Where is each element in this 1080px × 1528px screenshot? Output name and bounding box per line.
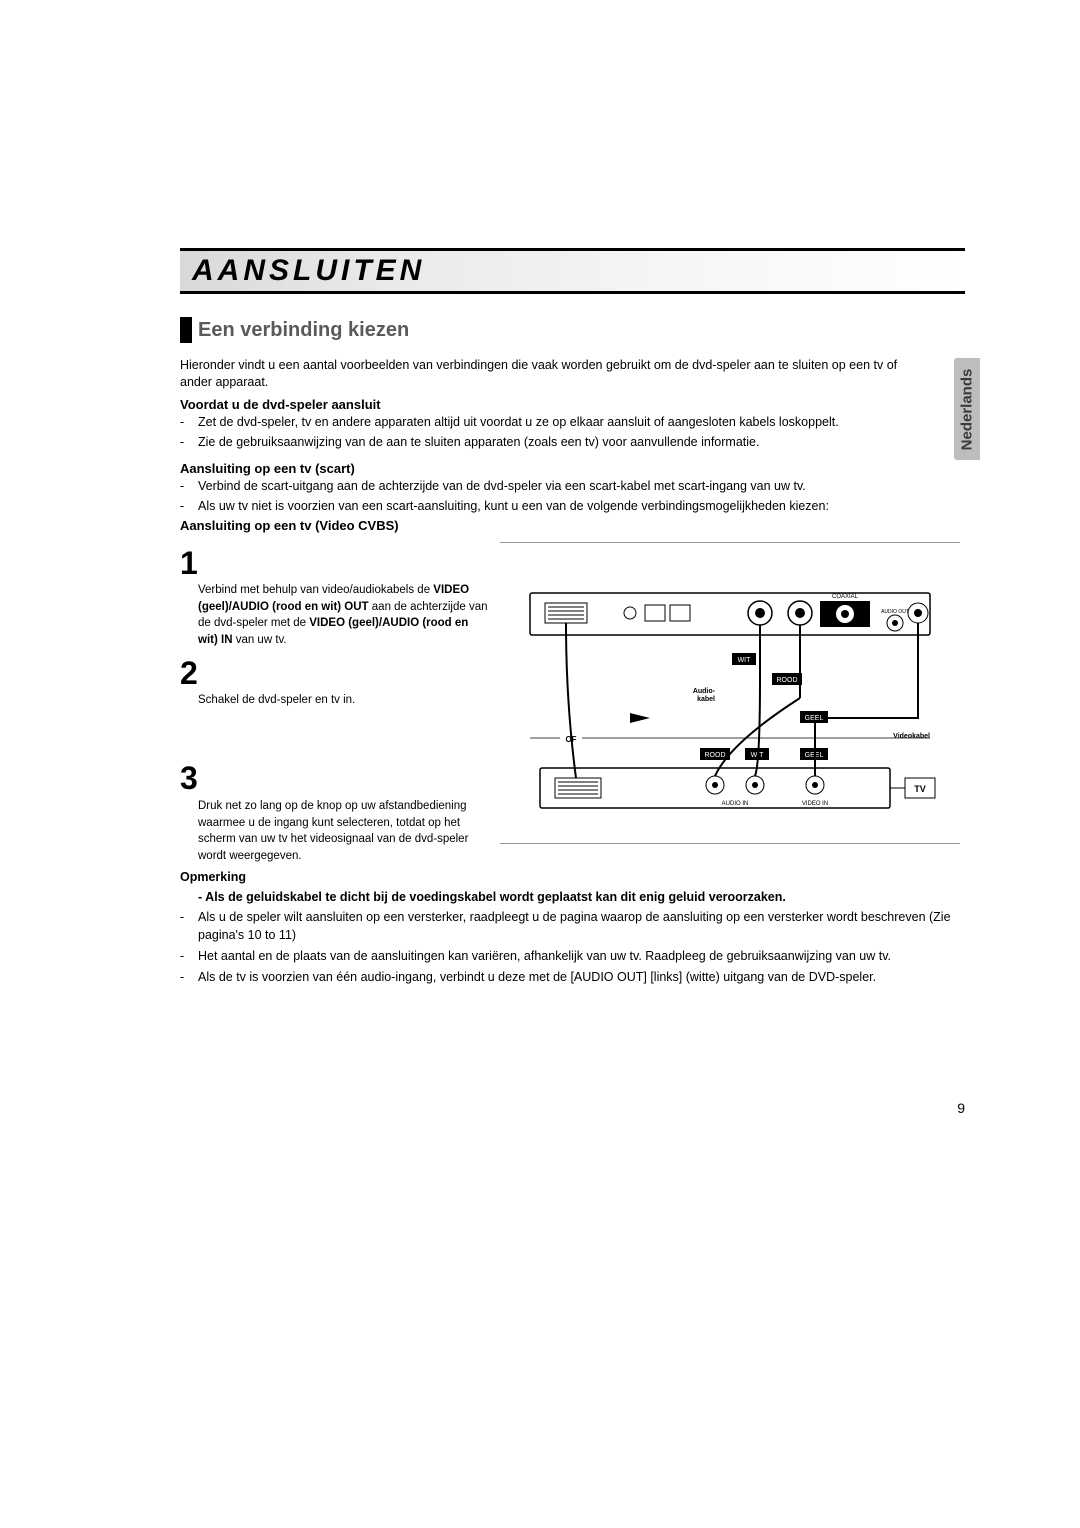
label-audio-cable: Audio- bbox=[693, 688, 716, 695]
step-number-1: 1 bbox=[180, 545, 198, 582]
diagram-rule-bottom bbox=[500, 843, 960, 844]
language-tab-label: Nederlands bbox=[959, 368, 976, 450]
subheading-before-connect: Voordat u de dvd-speler aansluit bbox=[180, 397, 381, 412]
note-bold-line: - Als de geluidskabel te dicht bij de vo… bbox=[198, 890, 960, 904]
page-number: 9 bbox=[957, 1100, 965, 1116]
list-item: Zie de gebruiksaanwijzing van de aan te … bbox=[198, 434, 910, 451]
scart-list: Verbind de scart-uitgang aan de achterzi… bbox=[180, 478, 970, 518]
heading-bar-icon bbox=[180, 317, 192, 343]
diagram-svg: COAXIAL DIGITAL AUDIO OUT WIT ROOD GEEL … bbox=[500, 563, 960, 823]
label-video-in: VIDEO IN bbox=[802, 801, 828, 807]
step-number-2: 2 bbox=[180, 655, 198, 692]
diagram-rule-top bbox=[500, 542, 960, 543]
label-audio-in: AUDIO IN bbox=[722, 801, 749, 807]
label-rood: ROOD bbox=[777, 677, 798, 684]
label-tv: TV bbox=[914, 784, 926, 794]
manual-page: AANSLUITEN Een verbinding kiezen Hierond… bbox=[0, 0, 1080, 1528]
step-number-3: 3 bbox=[180, 760, 198, 797]
list-item: Zet de dvd-speler, tv en andere apparate… bbox=[198, 414, 910, 431]
step-1-text: Verbind met behulp van video/audiokabels… bbox=[198, 582, 488, 649]
list-item: Als uw tv niet is voorzien van een scart… bbox=[198, 498, 970, 515]
list-item: Als u de speler wilt aansluiten op een v… bbox=[198, 908, 960, 944]
text: van uw tv. bbox=[233, 634, 287, 646]
subheading-cvbs: Aansluiting op een tv (Video CVBS) bbox=[180, 518, 399, 533]
before-connect-list: Zet de dvd-speler, tv en andere apparate… bbox=[180, 414, 910, 454]
chapter-title: AANSLUITEN bbox=[192, 254, 425, 288]
subheading-scart: Aansluiting op een tv (scart) bbox=[180, 461, 355, 476]
step-2-text: Schakel de dvd-speler en tv in. bbox=[198, 692, 488, 709]
label-geel: GEEL bbox=[805, 715, 824, 722]
label-wit: WIT bbox=[738, 657, 752, 664]
section-heading-text: Een verbinding kiezen bbox=[198, 319, 409, 342]
note-list: Als u de speler wilt aansluiten op een v… bbox=[180, 908, 960, 990]
language-tab: Nederlands bbox=[954, 358, 980, 460]
list-item: Verbind de scart-uitgang aan de achterzi… bbox=[198, 478, 970, 495]
list-item: Het aantal en de plaats van de aansluiti… bbox=[198, 947, 960, 965]
svg-text:ROOD: ROOD bbox=[705, 752, 726, 759]
note-heading: Opmerking bbox=[180, 870, 246, 884]
chapter-title-bar: AANSLUITEN bbox=[180, 248, 965, 294]
svg-text:AUDIO OUT: AUDIO OUT bbox=[881, 609, 909, 615]
label-video-cable: Videokabel bbox=[893, 733, 930, 740]
label-coaxial: COAXIAL bbox=[832, 594, 859, 600]
step-3-text: Druk net zo lang op de knop op uw afstan… bbox=[198, 798, 488, 865]
svg-text:kabel: kabel bbox=[697, 696, 715, 703]
arrow-icon bbox=[630, 713, 650, 723]
section-heading: Een verbinding kiezen bbox=[180, 317, 409, 343]
text: Verbind met behulp van video/audiokabels… bbox=[198, 584, 433, 596]
connection-diagram: COAXIAL DIGITAL AUDIO OUT WIT ROOD GEEL … bbox=[500, 542, 960, 844]
list-item: Als de tv is voorzien van één audio-inga… bbox=[198, 968, 960, 986]
intro-paragraph: Hieronder vindt u een aantal voorbeelden… bbox=[180, 357, 910, 391]
